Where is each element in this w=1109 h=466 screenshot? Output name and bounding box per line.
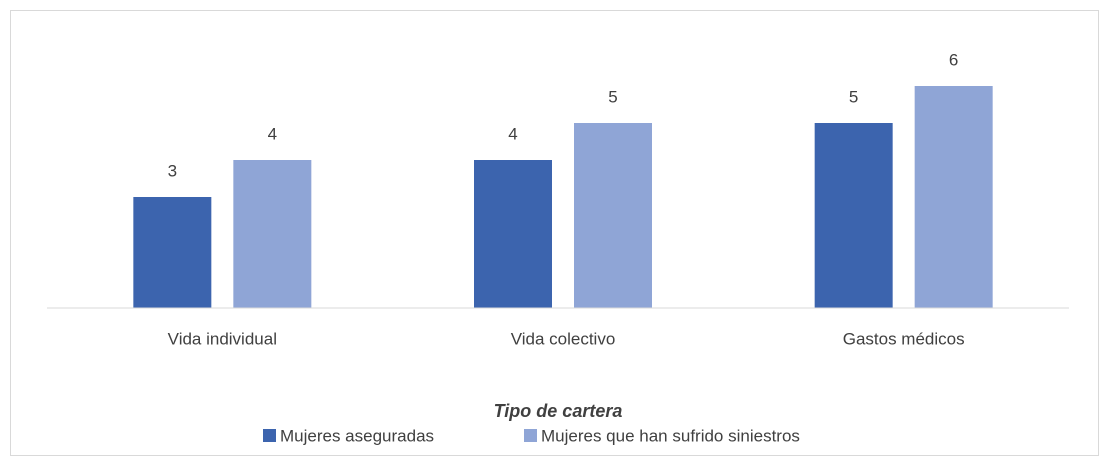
data-label: 3 xyxy=(168,161,177,180)
legend-swatch xyxy=(524,429,537,442)
bar xyxy=(574,123,652,308)
bar xyxy=(233,160,312,308)
bar xyxy=(814,123,893,308)
x-tick-label: Vida colectivo xyxy=(511,329,616,348)
legend-label: Mujeres que han sufrido siniestros xyxy=(541,426,800,445)
legend-label: Mujeres aseguradas xyxy=(280,426,434,445)
data-label: 5 xyxy=(849,87,858,106)
bar xyxy=(133,197,212,308)
bar xyxy=(914,86,993,308)
legend-swatch xyxy=(263,429,276,442)
x-tick-label: Vida individual xyxy=(168,329,277,348)
data-label: 5 xyxy=(608,87,617,106)
data-label: 6 xyxy=(949,50,958,69)
x-tick-label: Gastos médicos xyxy=(843,329,965,348)
x-axis-title: Tipo de cartera xyxy=(494,401,623,421)
bar xyxy=(474,160,552,308)
data-label: 4 xyxy=(508,124,517,143)
data-label: 4 xyxy=(268,124,277,143)
